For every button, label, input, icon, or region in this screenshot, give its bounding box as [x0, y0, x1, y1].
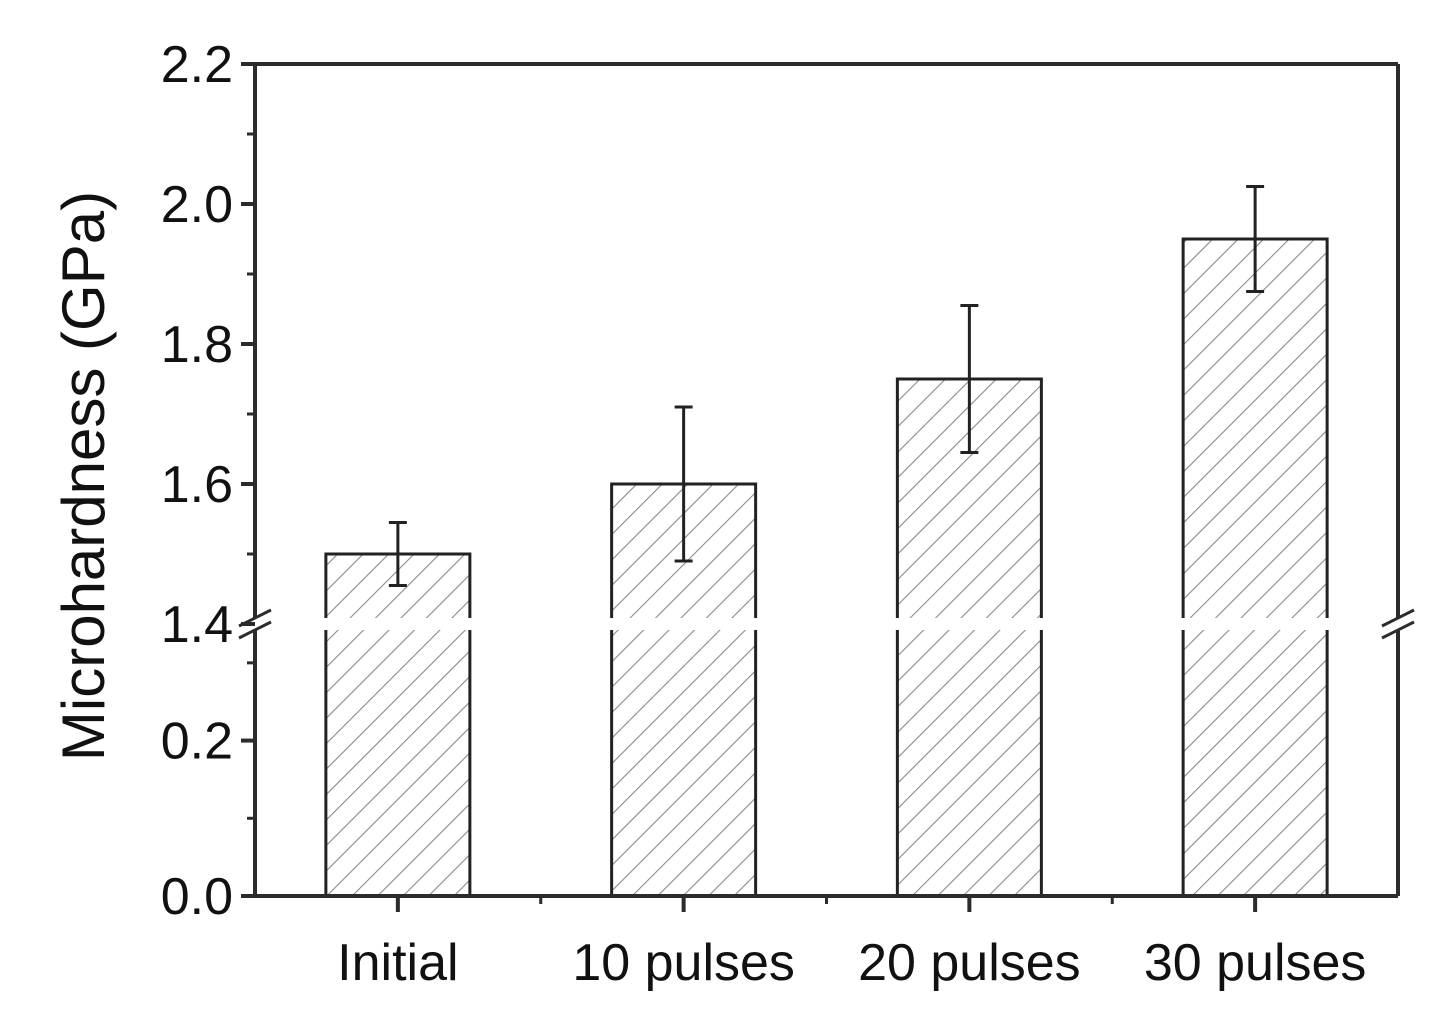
y-axis-title: Microhardness (GPa) — [50, 191, 117, 761]
y-tick-label: 2.2 — [161, 36, 233, 94]
bar-initial — [324, 552, 472, 898]
y-tick-label: 1.6 — [161, 456, 233, 514]
x-tick-label: 20 pulses — [858, 934, 1081, 992]
right-axis-break-mark — [1381, 608, 1415, 640]
x-tick-label: Initial — [337, 934, 458, 992]
error-bar-initial — [388, 521, 407, 587]
error-bars-layer — [388, 185, 1265, 587]
axis-break-gap — [253, 618, 1402, 630]
error-bar-30-pulses — [1246, 185, 1265, 293]
bars-layer — [253, 237, 1402, 898]
y-tick-label: 1.4 — [161, 596, 233, 654]
y-tick-label: 0.0 — [161, 868, 233, 926]
bar-20-pulses — [895, 377, 1043, 898]
bar-30-pulses — [1181, 237, 1329, 898]
y-tick-label: 1.8 — [161, 316, 233, 374]
y-tick-label: 0.2 — [161, 713, 233, 771]
axes-layer — [238, 62, 1415, 912]
x-tick-label: 10 pulses — [572, 934, 795, 992]
x-tick-label: 30 pulses — [1144, 934, 1367, 992]
labels-layer: 0.0 0.2 1.4 1.6 1.8 2.0 2.2 Initial 10 pulses 20 … — [50, 36, 1366, 992]
error-bar-20-pulses — [960, 304, 979, 454]
y-tick-label: 2.0 — [161, 176, 233, 234]
error-bar-10-pulses — [674, 405, 693, 563]
